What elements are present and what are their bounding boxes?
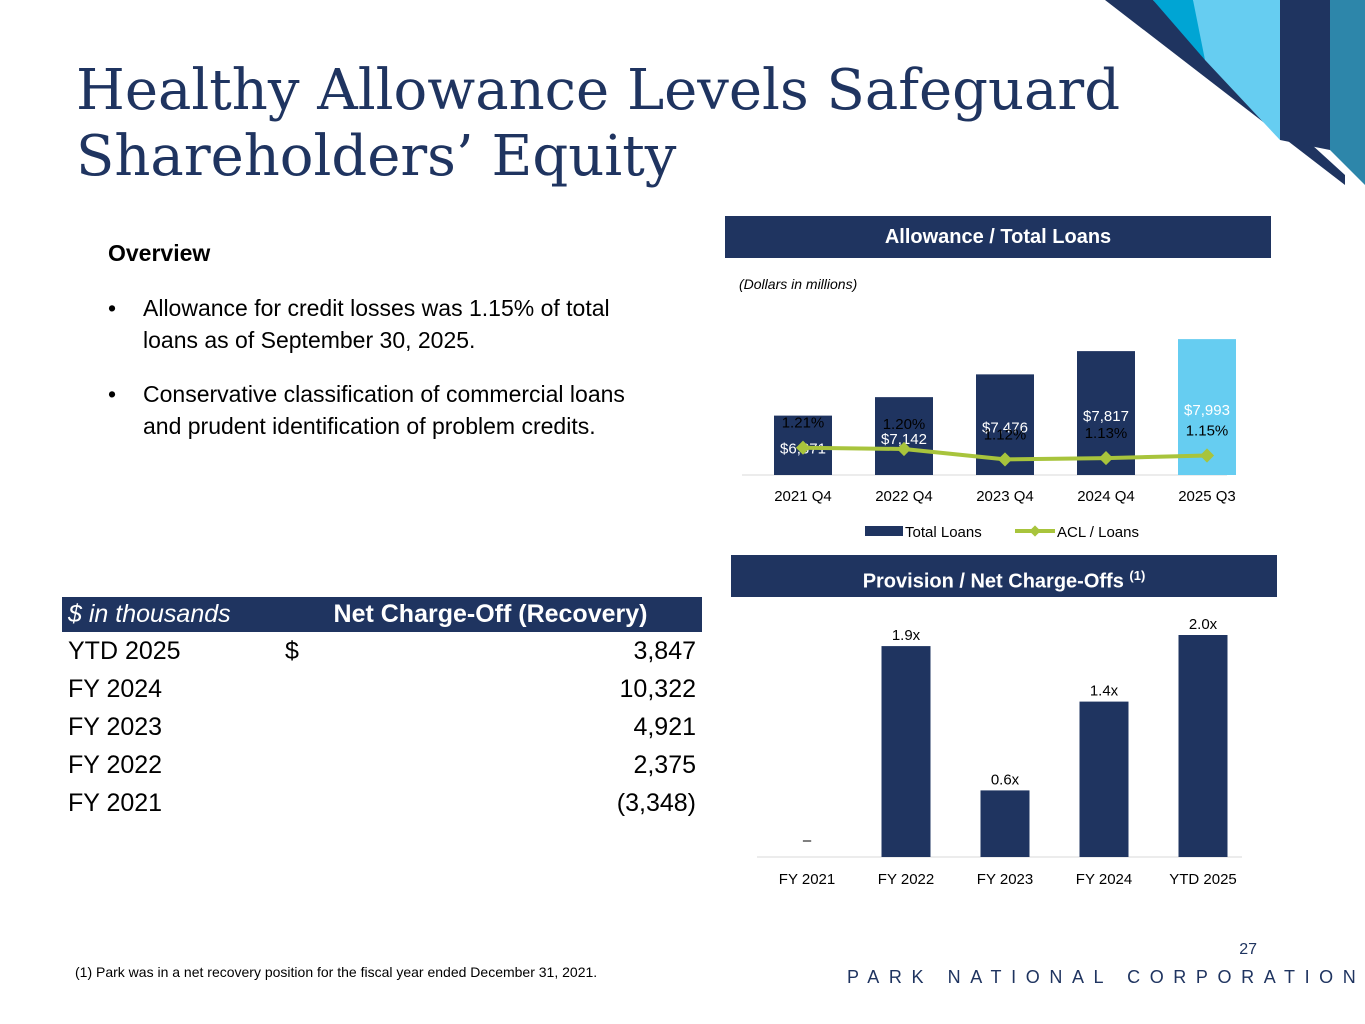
x-tick-label: FY 2023 xyxy=(977,871,1033,888)
table-currency: $ xyxy=(285,636,299,665)
allowance-panel-title: Allowance / Total Loans xyxy=(884,226,1112,248)
provision-panel-header: Provision / Net Charge-Offs (1) xyxy=(731,555,1277,597)
corner-stripe-navy2 xyxy=(1280,0,1330,150)
overview-bullet-text: Conservative classification of commercia… xyxy=(143,381,625,439)
table-currency xyxy=(279,670,311,708)
page-title-line2: Shareholders’ Equity xyxy=(76,124,677,189)
overview-bullet-text: Allowance for credit losses was 1.15% of… xyxy=(143,295,610,353)
company-name: PARK NATIONAL CORPORATION xyxy=(847,967,1365,987)
bar-provision xyxy=(1079,701,1129,857)
overview-bullet: • Conservative classification of commerc… xyxy=(108,378,668,442)
table-currency xyxy=(279,784,311,822)
table-value: 2,375 xyxy=(633,750,696,779)
table-unit-header: $ in thousands xyxy=(62,597,279,632)
overview-bullet: • Allowance for credit losses was 1.15% … xyxy=(108,292,668,356)
table-row: YTD 2025 $ 3,847 xyxy=(62,632,702,670)
page-number: 27 xyxy=(1239,941,1257,958)
bar-value-label: $7,476 xyxy=(982,420,1028,437)
line-value-label: 1.20% xyxy=(883,416,926,433)
corner-stripe-teal xyxy=(1330,0,1365,185)
bar-value-label: – xyxy=(803,832,812,849)
table-value: 10,322 xyxy=(619,674,696,703)
bar-provision xyxy=(980,790,1030,857)
bar-total-loans xyxy=(875,397,933,475)
table-header-row: $ in thousands Net Charge-Off (Recovery) xyxy=(62,597,702,632)
x-tick-label: FY 2022 xyxy=(878,871,934,888)
x-tick-label: 2025 Q3 xyxy=(1178,488,1236,505)
units-note: (Dollars in millions) xyxy=(739,276,858,292)
table-value: 3,847 xyxy=(633,636,696,665)
x-tick-label: 2023 Q4 xyxy=(976,488,1034,505)
bullet-marker: • xyxy=(108,381,117,407)
page-title: Healthy Allowance Levels Safeguard Share… xyxy=(76,58,1121,190)
bullet-marker: • xyxy=(108,295,117,321)
line-point-acl xyxy=(997,452,1013,467)
bar-value-label: 2.0x xyxy=(1189,616,1218,633)
line-point-acl xyxy=(1199,448,1215,463)
bar-value-label: $7,993 xyxy=(1184,402,1230,419)
legend-swatch-total-loans xyxy=(865,526,903,536)
line-value-label: 1.12% xyxy=(984,426,1027,443)
table-period: FY 2024 xyxy=(68,674,163,703)
line-point-acl xyxy=(1098,451,1114,466)
bar-value-label: $7,817 xyxy=(1083,408,1129,425)
x-tick-label: YTD 2025 xyxy=(1169,871,1237,888)
overview-bullets: • Allowance for credit losses was 1.15% … xyxy=(108,292,668,464)
table-period: FY 2021 xyxy=(68,788,163,817)
bar-value-label: $7,142 xyxy=(881,431,927,448)
table-value: (3,348) xyxy=(616,788,696,817)
x-tick-label: 2021 Q4 xyxy=(774,488,832,505)
table-column-header: Net Charge-Off (Recovery) xyxy=(279,597,702,632)
table-period: FY 2022 xyxy=(68,750,163,779)
table-currency xyxy=(279,708,311,746)
table-row: FY 2024 10,322 xyxy=(62,670,702,708)
corner-stripe-lightblue xyxy=(1193,0,1280,140)
provision-panel-title: Provision / Net Charge-Offs xyxy=(862,570,1124,593)
legend-marker-acl xyxy=(1029,525,1041,537)
x-tick-label: FY 2021 xyxy=(779,871,835,888)
provision-chart: – FY 2021 1.9x FY 2022 0.6x FY 2023 1.4x FY 202… xyxy=(757,616,1242,888)
legend-label-total-loans: Total Loans xyxy=(905,524,982,541)
table-row: FY 2022 2,375 xyxy=(62,746,702,784)
line-value-label: 1.15% xyxy=(1186,423,1229,440)
bar-provision xyxy=(1178,635,1228,857)
bar-provision xyxy=(881,646,931,857)
overview-heading: Overview xyxy=(108,240,211,266)
table-period: FY 2023 xyxy=(68,712,163,741)
x-tick-label: FY 2024 xyxy=(1076,871,1132,888)
bar-value-label: 1.4x xyxy=(1090,683,1119,700)
line-value-label: 1.13% xyxy=(1085,425,1128,442)
corner-decoration xyxy=(1105,0,1365,185)
line-point-acl xyxy=(795,440,811,455)
net-charge-off-table: $ in thousands Net Charge-Off (Recovery)… xyxy=(62,597,702,822)
x-tick-label: 2024 Q4 xyxy=(1077,488,1135,505)
table-value: 4,921 xyxy=(633,712,696,741)
line-value-label: 1.21% xyxy=(782,415,825,432)
allowance-panel-header: Allowance / Total Loans xyxy=(725,216,1271,258)
bar-value-label: 1.9x xyxy=(892,627,921,644)
line-point-acl xyxy=(896,441,912,457)
x-tick-label: 2022 Q4 xyxy=(875,488,933,505)
table-period: YTD 2025 xyxy=(68,636,181,665)
table-row: FY 2021 (3,348) xyxy=(62,784,702,822)
legend-label-acl: ACL / Loans xyxy=(1057,524,1139,541)
page-title-line1: Healthy Allowance Levels Safeguard xyxy=(76,58,1121,123)
table-currency xyxy=(279,746,311,784)
footnote: (1) Park was in a net recovery position … xyxy=(75,964,598,980)
bar-value-label: 0.6x xyxy=(991,771,1020,788)
table-row: FY 2023 4,921 xyxy=(62,708,702,746)
provision-footnote-ref: (1) xyxy=(1129,568,1146,583)
corner-stripe-cyan xyxy=(1153,0,1205,60)
